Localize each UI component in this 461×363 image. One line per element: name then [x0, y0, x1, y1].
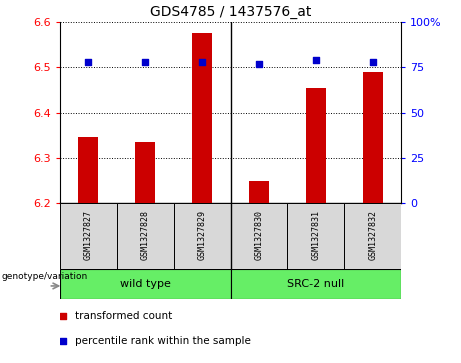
- Bar: [287, 203, 344, 269]
- Bar: [174, 203, 230, 269]
- Bar: [78, 138, 98, 203]
- Text: GSM1327830: GSM1327830: [254, 210, 263, 260]
- Text: wild type: wild type: [120, 279, 171, 289]
- Text: GSM1327831: GSM1327831: [311, 210, 320, 260]
- Bar: [230, 269, 401, 299]
- Bar: [192, 33, 212, 203]
- Point: [198, 59, 206, 65]
- Bar: [60, 269, 230, 299]
- Point: [312, 57, 319, 63]
- Text: percentile rank within the sample: percentile rank within the sample: [75, 336, 251, 346]
- Point: [255, 61, 263, 66]
- Text: GSM1327828: GSM1327828: [141, 210, 150, 260]
- Bar: [306, 87, 326, 203]
- Point: [369, 59, 376, 65]
- Bar: [135, 142, 155, 203]
- Text: GSM1327829: GSM1327829: [198, 210, 207, 260]
- Point: [142, 59, 149, 65]
- Bar: [117, 203, 174, 269]
- Text: genotype/variation: genotype/variation: [1, 272, 88, 281]
- Title: GDS4785 / 1437576_at: GDS4785 / 1437576_at: [150, 5, 311, 19]
- Point: [59, 338, 67, 344]
- Bar: [230, 203, 287, 269]
- Point: [59, 313, 67, 318]
- Point: [85, 59, 92, 65]
- Bar: [363, 72, 383, 203]
- Bar: [344, 203, 401, 269]
- Bar: [249, 181, 269, 203]
- Bar: [60, 203, 117, 269]
- Text: SRC-2 null: SRC-2 null: [287, 279, 344, 289]
- Text: GSM1327832: GSM1327832: [368, 210, 377, 260]
- Text: transformed count: transformed count: [75, 310, 172, 321]
- Text: GSM1327827: GSM1327827: [84, 210, 93, 260]
